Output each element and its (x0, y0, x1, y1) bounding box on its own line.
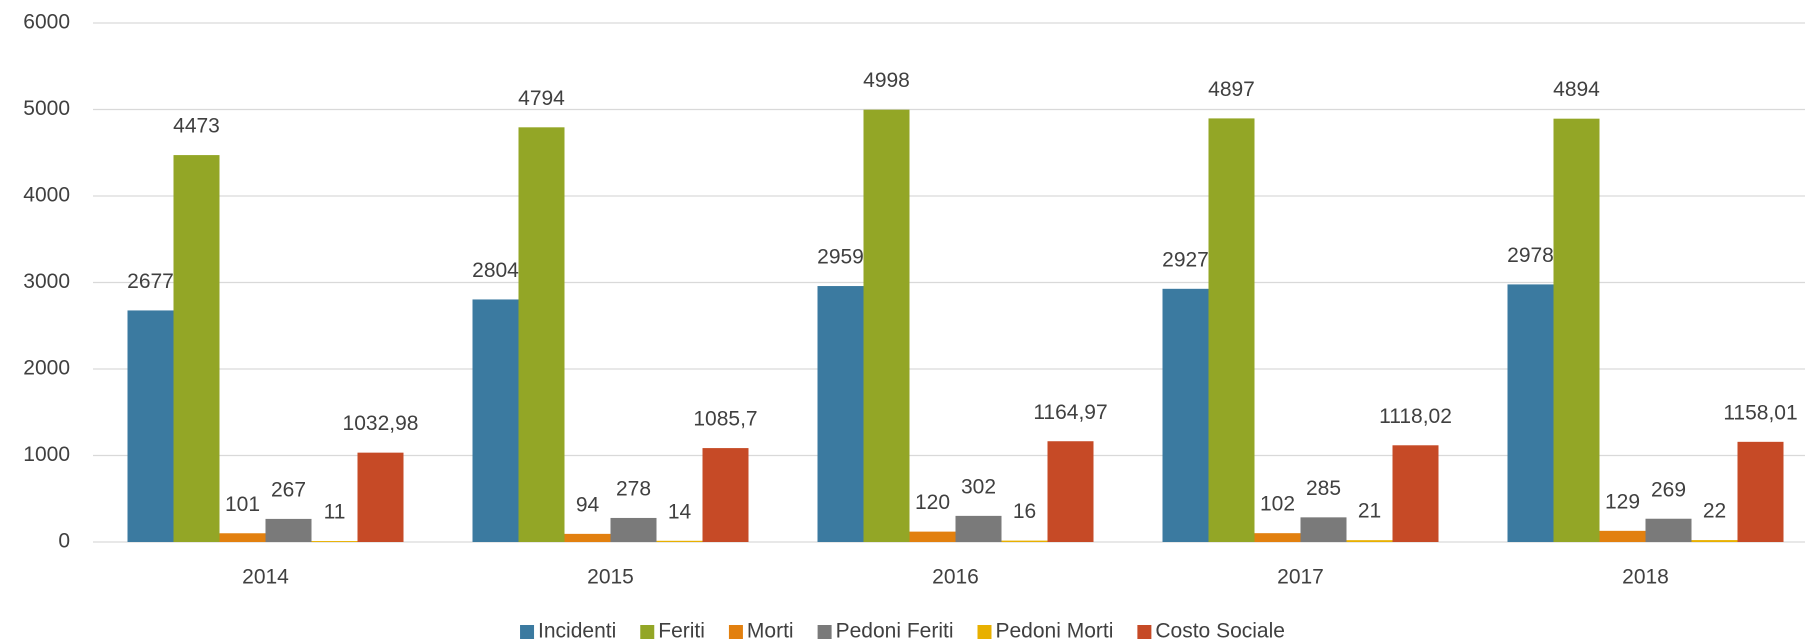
legend-swatch (1137, 625, 1152, 639)
value-label: 102 (1260, 493, 1295, 516)
bar (1553, 118, 1600, 542)
bar (1392, 445, 1439, 542)
value-label: 120 (915, 491, 950, 514)
bar (1737, 441, 1784, 542)
x-tick-label: 2014 (242, 566, 289, 589)
y-tick-label: 1000 (23, 443, 70, 466)
value-label: 267 (271, 478, 306, 501)
value-label: 1032,98 (343, 412, 419, 435)
value-label: 2978 (1507, 244, 1554, 267)
x-tick-label: 2015 (587, 566, 634, 589)
value-label: 1118,02 (1379, 405, 1452, 428)
y-tick-label: 4000 (23, 184, 70, 207)
bar (1346, 540, 1393, 542)
bar (702, 448, 749, 542)
value-label: 129 (1605, 490, 1640, 513)
bar (955, 515, 1002, 542)
bar (518, 127, 565, 542)
bar (472, 299, 519, 542)
legend-label: Costo Sociale (1155, 620, 1285, 643)
bar (357, 452, 404, 542)
y-tick-label: 5000 (23, 97, 70, 120)
bar (863, 109, 910, 542)
bar (1254, 533, 1301, 542)
value-label: 11 (324, 501, 346, 524)
bar (909, 531, 956, 542)
value-label: 4897 (1208, 78, 1255, 101)
bar (656, 540, 703, 542)
bar (1691, 540, 1738, 542)
x-tick-label: 2018 (1622, 566, 1669, 589)
bar (1208, 118, 1255, 543)
value-label: 302 (961, 475, 996, 498)
value-label: 16 (1013, 500, 1036, 523)
value-label: 4473 (173, 115, 220, 138)
value-label: 14 (668, 500, 692, 523)
bar (1047, 441, 1094, 542)
bar (1507, 284, 1554, 542)
legend-swatch (977, 625, 992, 639)
bar (265, 518, 312, 542)
bar (1001, 540, 1048, 542)
value-label: 94 (576, 493, 600, 516)
y-tick-label: 6000 (23, 11, 70, 34)
bar (173, 155, 220, 542)
bar (1162, 288, 1209, 542)
value-label: 4998 (863, 69, 910, 92)
legend-label: Pedoni Morti (995, 620, 1113, 643)
y-tick-label: 2000 (23, 357, 70, 380)
bar (564, 533, 611, 542)
value-label: 269 (1651, 478, 1686, 501)
value-label: 1158,01 (1723, 401, 1797, 424)
value-label: 2677 (127, 270, 174, 293)
legend-swatch (817, 625, 832, 639)
value-label: 4794 (518, 87, 565, 110)
bar (1300, 517, 1347, 542)
legend-swatch (640, 625, 655, 639)
value-label: 2927 (1162, 248, 1209, 271)
value-label: 2804 (472, 259, 519, 282)
value-label: 1164,97 (1033, 401, 1107, 424)
value-label: 278 (616, 477, 651, 500)
legend-label: Pedoni Feriti (836, 620, 954, 643)
bar (127, 310, 174, 542)
value-label: 101 (225, 493, 260, 516)
value-label: 4894 (1553, 78, 1600, 101)
value-label: 2959 (817, 246, 864, 269)
bar (1645, 518, 1692, 542)
bar (219, 533, 266, 542)
value-label: 21 (1358, 500, 1381, 523)
y-tick-label: 0 (58, 530, 70, 553)
bar (1599, 530, 1646, 542)
y-tick-label: 3000 (23, 270, 70, 293)
bar (311, 541, 358, 542)
legend-label: Incidenti (538, 620, 616, 643)
legend-label: Feriti (658, 620, 705, 643)
legend-swatch (520, 625, 535, 639)
bar (610, 517, 657, 542)
x-tick-label: 2017 (1277, 566, 1324, 589)
legend-swatch (728, 625, 743, 639)
value-label: 1085,7 (693, 408, 757, 431)
bar (817, 286, 864, 542)
legend-label: Morti (747, 620, 794, 643)
value-label: 285 (1306, 477, 1341, 500)
x-tick-label: 2016 (932, 566, 979, 589)
value-label: 22 (1703, 500, 1726, 523)
